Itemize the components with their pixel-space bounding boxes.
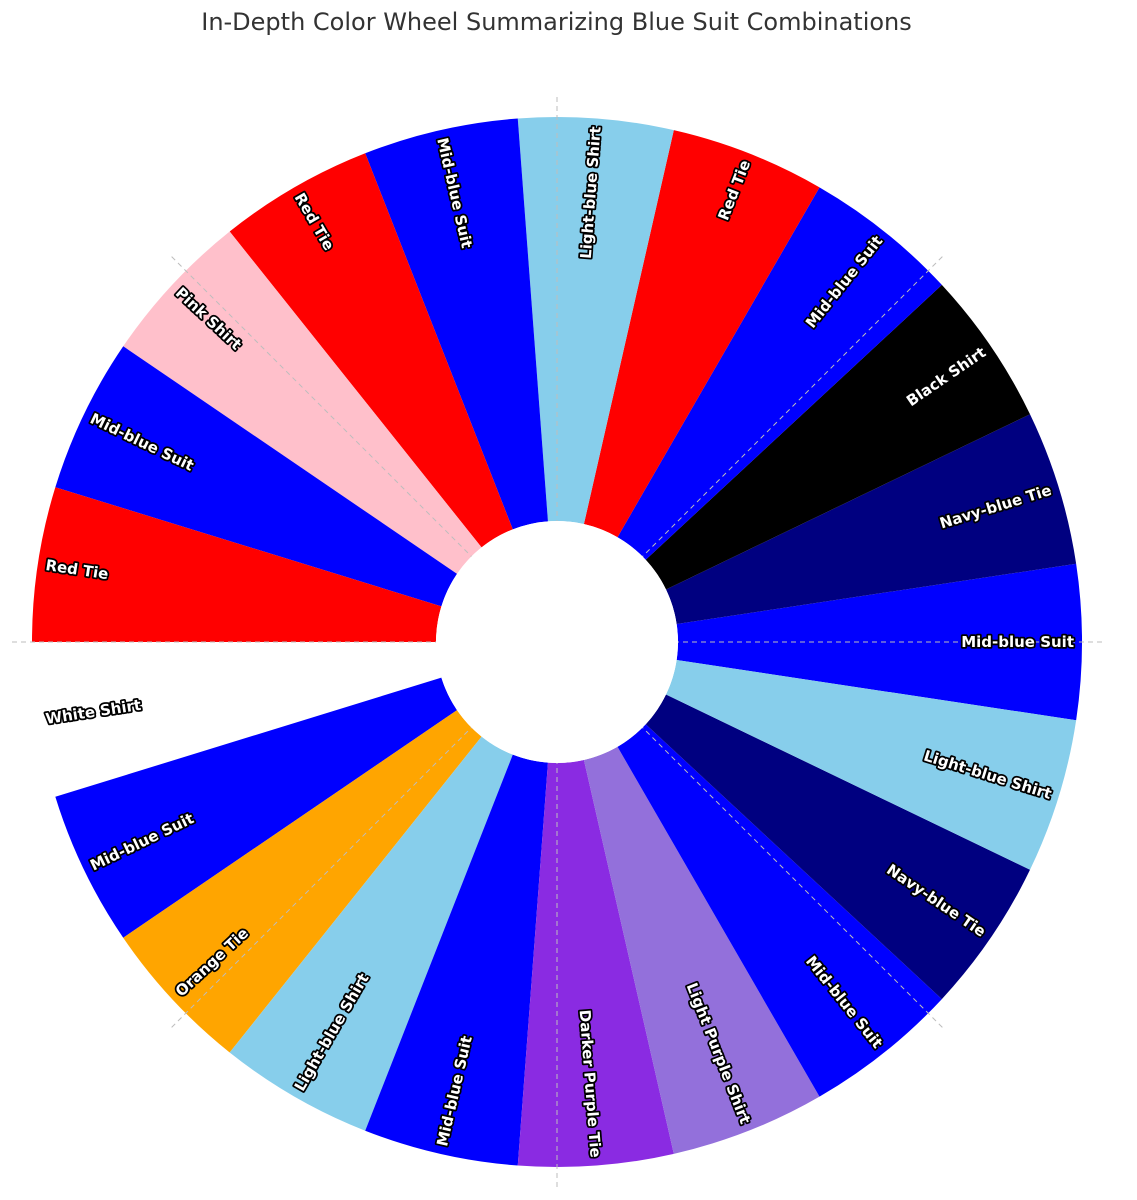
segment-mid-blue-suit bbox=[55, 346, 458, 607]
chart-title: In-Depth Color Wheel Summarizing Blue Su… bbox=[201, 8, 912, 36]
segment-mid-blue-suit bbox=[617, 187, 942, 560]
segment-mid-blue-suit bbox=[365, 754, 548, 1166]
segment-red-tie bbox=[229, 153, 513, 548]
segment-mid-blue-suit bbox=[365, 118, 548, 530]
segment-label-mid-blue-suit: Mid-blue Suit bbox=[961, 633, 1074, 651]
segment-red-tie bbox=[583, 130, 820, 538]
segment-mid-blue-suit bbox=[617, 724, 942, 1097]
segment-light-blue-shirt bbox=[666, 660, 1077, 870]
segment-navy-blue-tie bbox=[645, 694, 1031, 1000]
segment-pink-shirt bbox=[123, 231, 482, 574]
segment-light-purple-shirt bbox=[583, 746, 820, 1154]
segment-red-tie bbox=[32, 487, 442, 642]
segment-light-blue-shirt bbox=[229, 736, 513, 1131]
segment-mid-blue-suit bbox=[676, 563, 1082, 721]
segment-navy-blue-tie bbox=[666, 414, 1077, 624]
segment-black-shirt bbox=[645, 284, 1031, 590]
segment-mid-blue-suit bbox=[55, 677, 458, 938]
wheel-segments bbox=[32, 116, 1082, 1167]
center-hole bbox=[436, 521, 678, 763]
segment-white-shirt bbox=[32, 642, 442, 797]
segment-orange-tie bbox=[123, 710, 482, 1053]
